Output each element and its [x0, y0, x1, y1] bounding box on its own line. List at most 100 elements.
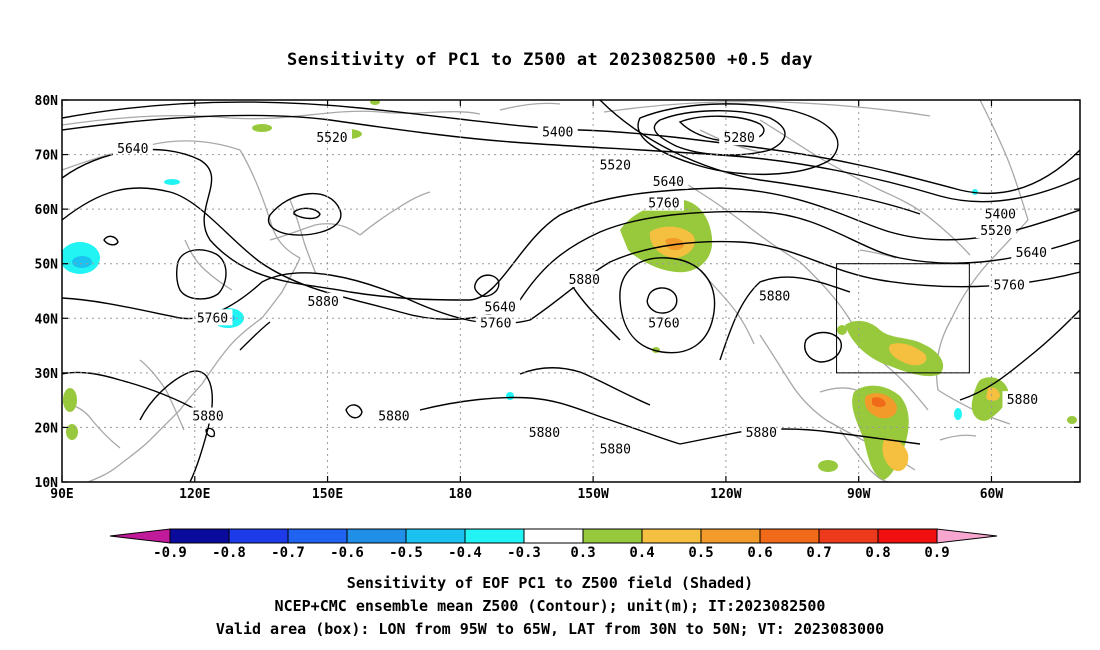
y-tick-label: 20N [35, 421, 59, 436]
colorbar-segment [700, 528, 761, 544]
contour-label: 5400 [985, 208, 1016, 223]
contour-label: 5760 [648, 197, 679, 212]
colorbar-label: 0.3 [570, 545, 595, 561]
contour-label: 5880 [1007, 393, 1038, 408]
colorbar-label: -0.9 [153, 545, 187, 561]
contour-label-bg [373, 407, 414, 424]
contour-label-bg [989, 276, 1030, 293]
x-tick-label: 90E [50, 487, 73, 502]
contour-label: 5760 [994, 279, 1025, 294]
x-tick-label: 60W [980, 487, 1004, 502]
contour-label-bg [595, 440, 636, 457]
contour-label: 5640 [653, 175, 684, 190]
contour-label-bg [112, 140, 153, 157]
colorbar-label: -0.4 [448, 545, 482, 561]
colorbar-label: -0.3 [507, 545, 541, 561]
grid-lines [62, 100, 1080, 482]
contour-label: 5760 [648, 317, 679, 332]
contour-label-bg [1011, 243, 1052, 260]
contour-label-bg [975, 221, 1016, 238]
contour-label-bg [192, 309, 233, 326]
map-title: Sensitivity of PC1 to Z500 at 2023082500… [286, 50, 813, 70]
y-tick-label: 30N [35, 367, 59, 382]
contour-label-bg [475, 314, 516, 331]
contour-label: 5880 [759, 289, 790, 304]
footer-line-1: Sensitivity of EOF PC1 to Z500 field (Sh… [346, 574, 754, 592]
colorbar-segment [464, 528, 525, 544]
contour-label: 5400 [542, 126, 573, 141]
contour-label: 5880 [378, 410, 409, 425]
contour-label: 5640 [117, 142, 148, 157]
colorbar-high-end [936, 528, 998, 544]
contour-label-bg [643, 314, 684, 331]
x-tick-label: 180 [449, 487, 473, 502]
contour-label-bg [754, 287, 795, 304]
colorbar-segment [818, 528, 879, 544]
colorbar-label: -0.5 [389, 545, 423, 561]
colorbar-label: 0.8 [865, 545, 890, 561]
footer-line-3: Valid area (box): LON from 95W to 65W, L… [215, 620, 885, 638]
colorbar-segment [877, 528, 938, 544]
y-tick-label: 50N [35, 258, 59, 273]
colorbar: -0.9 -0.8 -0.7 -0.6 -0.5 -0.4 -0.3 0.3 0.4 0.5 0.6… [109, 528, 998, 561]
x-tick-label: 120E [179, 487, 210, 502]
colorbar-label: -0.8 [212, 545, 246, 561]
colorbar-label: 0.7 [806, 545, 831, 561]
valid-area-box [836, 263, 970, 374]
colorbar-segment [287, 528, 348, 544]
colorbar-low-end [109, 528, 171, 544]
colorbar-segment [523, 528, 584, 544]
contour-label-bg [480, 298, 521, 315]
contour-label-bg [595, 156, 636, 173]
contour-label: 5880 [746, 426, 777, 441]
plot-frame [61, 99, 1081, 483]
contour-label-bg [643, 194, 684, 211]
colorbar-label: -0.7 [271, 545, 305, 561]
colorbar-label: 0.4 [629, 545, 654, 561]
contour-label: 5880 [192, 410, 223, 425]
contour-label: 5520 [980, 224, 1011, 239]
colorbar-segment [228, 528, 289, 544]
contour-label-bg [303, 292, 344, 309]
colorbar-label: 0.9 [924, 545, 949, 561]
contour-label: 5640 [485, 300, 516, 315]
colorbar-segment [582, 528, 643, 544]
colorbar-segment [405, 528, 466, 544]
contour-label: 5880 [600, 442, 631, 457]
x-tick-label: 120W [710, 487, 741, 502]
contour-label-bg [188, 407, 229, 424]
colorbar-segment [759, 528, 820, 544]
x-tick-label: 150W [577, 487, 608, 502]
contour-label: 5520 [316, 131, 347, 146]
y-tick-label: 80N [35, 94, 59, 109]
contour-label: 5880 [307, 295, 338, 310]
contour-label: 5760 [480, 317, 511, 332]
contour-label: 5880 [529, 426, 560, 441]
contour-label-bg [564, 271, 605, 288]
contour-label-bg [537, 123, 578, 140]
y-tick-label: 60N [35, 203, 59, 218]
colorbar-label: -0.6 [330, 545, 364, 561]
colorbar-segment [346, 528, 407, 544]
contour-label-bg [311, 129, 352, 146]
axis-ticks: 90E 120E 150E 180 150W 120W 90W 60W 80N 70N 60N 50N… [35, 94, 1080, 502]
contour-label-bg [719, 129, 760, 146]
contour-label: 5640 [1016, 246, 1047, 261]
colorbar-label: 0.6 [747, 545, 772, 561]
contour-label-bg [1002, 391, 1043, 408]
y-tick-label: 40N [35, 312, 59, 327]
contour-label-bg [648, 172, 689, 189]
footer-line-2: NCEP+CMC ensemble mean Z500 (Contour); u… [274, 597, 826, 615]
x-tick-label: 90W [847, 487, 871, 502]
colorbar-segment [169, 528, 230, 544]
colorbar-segment [641, 528, 702, 544]
plot-area [62, 100, 1080, 482]
y-tick-label: 70N [35, 149, 59, 164]
contour-label: 5520 [600, 158, 631, 173]
y-tick-label: 10N [35, 476, 59, 491]
x-tick-label: 150E [312, 487, 343, 502]
contour-label: 5280 [724, 131, 755, 146]
colorbar-label: 0.5 [688, 545, 713, 561]
